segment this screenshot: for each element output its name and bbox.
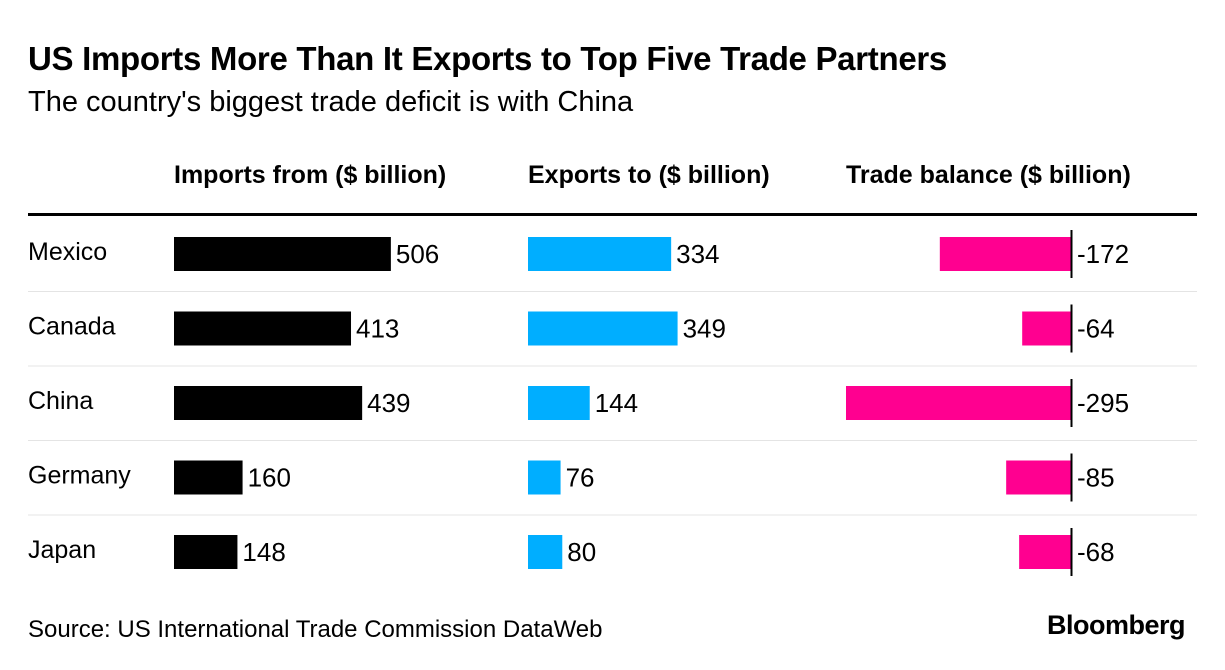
bar-imports (174, 460, 243, 495)
chart-subtitle: The country's biggest trade deficit is w… (28, 86, 634, 118)
value-label-balance: -172 (1077, 239, 1129, 269)
value-label-balance: -68 (1077, 537, 1115, 567)
category-label: China (28, 387, 93, 415)
bloomberg-logo: Bloomberg (1047, 610, 1186, 640)
bar-exports (528, 237, 672, 271)
bar-balance (1022, 311, 1071, 346)
value-label-imports: 506 (396, 239, 439, 269)
value-label-exports: 80 (567, 537, 596, 567)
bar-imports (174, 535, 238, 569)
bar-exports (528, 386, 590, 420)
bar-imports (174, 237, 391, 271)
column-header-imports: Imports from ($ billion) (174, 161, 446, 189)
value-label-imports: 160 (248, 463, 291, 493)
bar-exports (528, 460, 561, 495)
value-label-imports: 148 (242, 537, 285, 567)
value-label-imports: 413 (356, 314, 399, 344)
column-header-exports: Exports to ($ billion) (528, 161, 770, 189)
bar-balance (1019, 535, 1071, 569)
bar-imports (174, 311, 352, 346)
value-label-exports: 144 (595, 388, 638, 418)
category-label: Mexico (28, 238, 107, 266)
value-label-exports: 349 (683, 314, 726, 344)
chart-title: US Imports More Than It Exports to Top F… (28, 40, 947, 77)
category-label: Canada (28, 313, 116, 341)
value-label-balance: -295 (1077, 388, 1129, 418)
value-label-imports: 439 (367, 388, 410, 418)
bar-exports (528, 311, 678, 346)
value-label-exports: 334 (676, 239, 719, 269)
bar-balance (939, 237, 1071, 271)
source-note: Source: US International Trade Commissio… (28, 616, 603, 643)
category-label: Japan (28, 536, 96, 564)
value-label-balance: -64 (1077, 314, 1115, 344)
column-header-balance: Trade balance ($ billion) (846, 161, 1131, 189)
bar-balance (846, 386, 1071, 420)
value-label-exports: 76 (566, 463, 595, 493)
bar-exports (528, 535, 563, 569)
category-label: Germany (28, 462, 131, 490)
value-label-balance: -85 (1077, 463, 1115, 493)
bar-imports (174, 386, 363, 420)
bar-balance (1006, 460, 1071, 495)
